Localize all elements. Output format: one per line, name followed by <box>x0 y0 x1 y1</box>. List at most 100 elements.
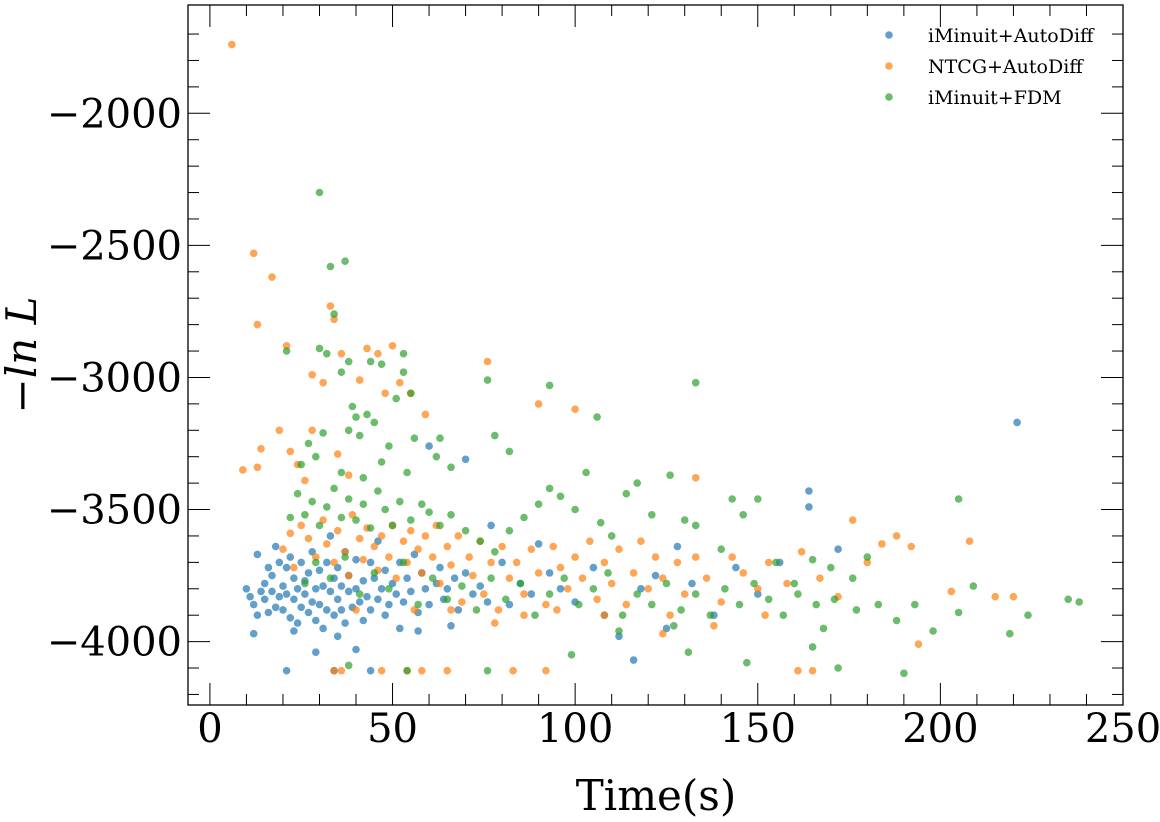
data-point <box>418 569 426 577</box>
plot-frame <box>187 4 1124 706</box>
data-point <box>377 532 386 540</box>
data-point <box>443 666 452 675</box>
data-point <box>330 558 338 567</box>
data-point <box>443 542 452 551</box>
data-point <box>323 349 331 358</box>
data-point <box>461 526 470 535</box>
data-point <box>487 574 495 582</box>
data-point <box>297 460 306 469</box>
data-point <box>414 600 422 609</box>
data-point <box>648 600 656 609</box>
data-point <box>728 553 736 561</box>
data-point <box>1006 629 1014 638</box>
data-point <box>374 537 382 545</box>
data-point <box>527 590 536 598</box>
data-point <box>911 600 919 609</box>
data-point <box>366 666 375 675</box>
data-point <box>282 342 291 350</box>
data-point <box>436 434 444 443</box>
data-point <box>607 532 616 540</box>
data-point <box>242 585 251 593</box>
data-point <box>651 571 660 580</box>
data-point <box>301 590 309 598</box>
data-point <box>549 542 557 551</box>
data-point <box>290 627 298 635</box>
data-point <box>443 595 452 604</box>
data-point <box>691 553 700 561</box>
data-point <box>469 590 477 598</box>
data-point <box>388 342 397 350</box>
data-point <box>662 624 671 633</box>
data-point <box>728 495 736 503</box>
data-point <box>352 516 360 524</box>
data-point <box>491 431 499 440</box>
data-point <box>326 262 335 271</box>
data-point <box>286 529 295 538</box>
data-point <box>381 611 390 619</box>
data-point <box>312 553 320 561</box>
data-point <box>414 627 422 635</box>
data-point <box>407 516 415 524</box>
data-point <box>659 629 667 638</box>
data-point <box>246 592 254 601</box>
data-point <box>651 553 660 561</box>
data-point <box>691 474 700 482</box>
data-point <box>304 608 313 617</box>
data-point <box>450 574 459 582</box>
legend-marker <box>885 62 893 70</box>
data-point <box>783 579 791 588</box>
data-point <box>293 489 302 498</box>
data-point <box>534 569 543 577</box>
data-point <box>344 571 353 580</box>
y-tick-label: −2000 <box>47 91 182 137</box>
data-point <box>706 611 715 619</box>
data-point <box>228 40 236 49</box>
data-point <box>326 574 335 582</box>
data-point <box>253 320 262 329</box>
data-point <box>312 452 320 461</box>
data-point <box>739 569 747 577</box>
data-point <box>257 587 265 596</box>
data-point <box>333 526 342 535</box>
data-point <box>556 563 565 572</box>
x-tick-labels: 0 50 100 150 200 250 <box>197 706 1160 752</box>
data-point <box>852 606 861 614</box>
legend-label: NTCG+AutoDiff <box>928 56 1084 78</box>
data-point <box>410 606 419 614</box>
data-point <box>366 606 375 614</box>
data-point <box>388 521 397 530</box>
data-point <box>502 595 510 604</box>
data-point <box>491 619 499 627</box>
data-point <box>1013 418 1021 427</box>
data-point <box>534 500 543 509</box>
data-point <box>337 666 346 675</box>
data-point <box>969 582 978 590</box>
data-point <box>531 611 539 619</box>
data-point <box>545 590 554 598</box>
data-point <box>542 600 550 609</box>
data-point <box>447 561 455 569</box>
data-point <box>483 598 492 606</box>
data-point <box>436 563 444 572</box>
data-point <box>428 574 437 582</box>
data-point <box>498 542 506 551</box>
data-point <box>421 585 430 593</box>
data-point <box>319 378 327 387</box>
data-point <box>315 188 324 197</box>
data-point <box>279 582 287 590</box>
legend: iMinuit+AutoDiff NTCG+AutoDiff iMinuit+FDM <box>885 25 1095 109</box>
data-point <box>567 651 576 659</box>
data-point <box>812 600 820 609</box>
legend-marker <box>885 31 893 39</box>
data-point <box>505 526 514 535</box>
data-point <box>633 479 641 487</box>
data-point <box>341 257 349 266</box>
data-point <box>469 571 477 580</box>
data-point <box>344 357 353 366</box>
data-point <box>732 563 740 572</box>
data-point <box>900 669 908 678</box>
data-point <box>330 484 338 493</box>
data-point <box>352 645 360 654</box>
data-point <box>644 585 652 593</box>
data-point <box>991 592 999 601</box>
